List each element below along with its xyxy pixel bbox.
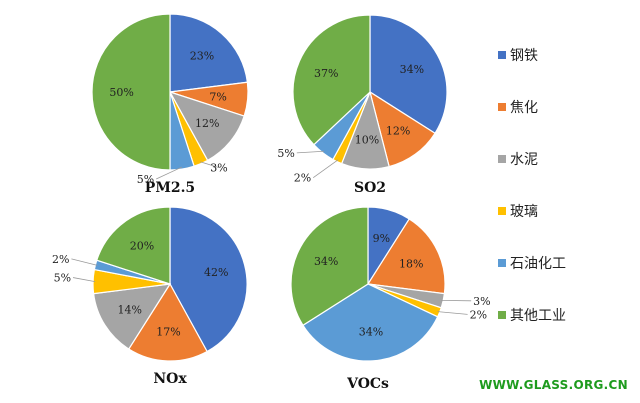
leader-line: [200, 161, 220, 168]
leader-line: [296, 150, 325, 154]
data-label: 12%: [386, 125, 410, 138]
pie-slice: [366, 218, 446, 295]
pie-slice: [169, 206, 248, 353]
legend-label: 其他工业: [510, 308, 566, 324]
watermark: WWW.GLASS.ORG.CN: [479, 378, 628, 392]
pie-slice: [292, 14, 371, 146]
pie-slice: [91, 13, 171, 171]
data-label: 5%: [137, 173, 154, 186]
chart-title: VOCs: [346, 376, 389, 392]
pie-3: 9% 18% 3%2% 34% 34% VOCs: [290, 206, 491, 392]
data-label: 5%: [277, 147, 294, 160]
leader-line: [437, 311, 468, 315]
data-label: 9%: [373, 232, 390, 245]
legend-swatch: [498, 259, 506, 267]
data-label: 34%: [400, 63, 424, 76]
legend-label: 水泥: [510, 152, 538, 168]
leader-line: [71, 258, 98, 266]
data-label: 3%: [473, 295, 490, 308]
chart-title: SO2: [354, 180, 386, 196]
legend-swatch: [498, 103, 506, 111]
data-label: 3%: [210, 162, 227, 175]
pie-slice: [290, 206, 369, 327]
legend-swatch: [498, 51, 506, 59]
legend-label: 钢铁: [510, 48, 538, 64]
pie-slice: [302, 283, 439, 362]
pie-1: 34% 12% 10% 2%5% 37% SO2: [277, 14, 448, 196]
data-label: 10%: [355, 134, 379, 147]
chart-title: PM2.5: [145, 180, 195, 196]
legend-swatch: [498, 207, 506, 215]
leader-line: [312, 159, 339, 178]
data-label: 14%: [117, 304, 141, 317]
pie-0: 23% 7% 12% 3% 5% 50% PM2.5: [91, 13, 249, 196]
data-label: 17%: [156, 326, 180, 339]
data-label: 5%: [54, 272, 71, 285]
legend-swatch: [498, 311, 506, 319]
chart-title: NOx: [153, 371, 187, 387]
pie-2: 42% 17% 14% 5% 2% 20% NOx: [52, 206, 248, 387]
data-label: 20%: [130, 239, 154, 252]
data-label: 2%: [470, 308, 487, 321]
data-label: 2%: [294, 172, 311, 185]
data-label: 37%: [314, 67, 338, 80]
pie-slice: [92, 283, 172, 350]
data-label: 12%: [195, 117, 219, 130]
pie-slice: [127, 282, 208, 362]
data-label: 34%: [359, 326, 383, 339]
pie-slice: [169, 13, 249, 93]
legend-swatch: [498, 155, 506, 163]
data-label: 42%: [204, 266, 228, 279]
data-label: 50%: [109, 86, 133, 99]
data-label: 2%: [52, 253, 69, 266]
legend-label: 玻璃: [510, 204, 538, 220]
legend-label: 石油化工: [510, 256, 566, 272]
leader-line: [72, 277, 96, 283]
data-label: 7%: [209, 91, 226, 104]
data-label: 34%: [314, 255, 338, 268]
data-label: 23%: [190, 50, 214, 63]
leader-line: [156, 166, 183, 180]
data-label: 18%: [399, 258, 423, 271]
pie-slice: [96, 206, 171, 285]
legend-label: 焦化: [510, 100, 538, 116]
